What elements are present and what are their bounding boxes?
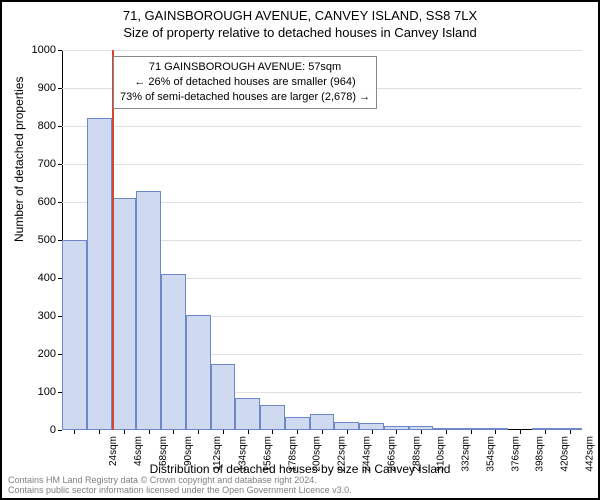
title-sub: Size of property relative to detached ho… bbox=[2, 25, 598, 40]
xtick-mark bbox=[570, 430, 571, 434]
xtick-mark bbox=[446, 430, 447, 434]
xtick-mark bbox=[495, 430, 496, 434]
ytick-label: 800 bbox=[16, 120, 56, 132]
ytick-label: 900 bbox=[16, 82, 56, 94]
xtick-mark bbox=[198, 430, 199, 434]
xtick-mark bbox=[421, 430, 422, 434]
xtick-mark bbox=[74, 430, 75, 434]
xtick-mark bbox=[322, 430, 323, 434]
ytick-label: 0 bbox=[16, 424, 56, 436]
xtick-mark bbox=[471, 430, 472, 434]
xtick-mark bbox=[99, 430, 100, 434]
xtick-mark bbox=[248, 430, 249, 434]
xtick-mark bbox=[173, 430, 174, 434]
ytick-label: 300 bbox=[16, 310, 56, 322]
ytick-label: 600 bbox=[16, 196, 56, 208]
ytick-label: 500 bbox=[16, 234, 56, 246]
x-axis-label: Distribution of detached houses by size … bbox=[2, 462, 598, 476]
xtick-mark bbox=[396, 430, 397, 434]
xtick-mark bbox=[223, 430, 224, 434]
ytick-label: 200 bbox=[16, 348, 56, 360]
xtick-mark bbox=[124, 430, 125, 434]
ytick-label: 400 bbox=[16, 272, 56, 284]
xtick-mark bbox=[545, 430, 546, 434]
chart-container: 71, GAINSBOROUGH AVENUE, CANVEY ISLAND, … bbox=[0, 0, 600, 500]
xtick-mark bbox=[149, 430, 150, 434]
xtick-mark bbox=[372, 430, 373, 434]
ytick-label: 100 bbox=[16, 386, 56, 398]
xtick-mark bbox=[297, 430, 298, 434]
footer-attribution: Contains HM Land Registry data © Crown c… bbox=[8, 476, 352, 496]
xtick-mark bbox=[347, 430, 348, 434]
ytick-mark bbox=[58, 430, 62, 431]
title-main: 71, GAINSBOROUGH AVENUE, CANVEY ISLAND, … bbox=[2, 8, 598, 23]
xtick-mark bbox=[272, 430, 273, 434]
xtick-mark bbox=[520, 430, 521, 434]
ytick-label: 700 bbox=[16, 158, 56, 170]
footer-line2: Contains public sector information licen… bbox=[8, 486, 352, 496]
x-ticks: 24sqm46sqm68sqm90sqm112sqm134sqm156sqm17… bbox=[62, 50, 582, 430]
ytick-label: 1000 bbox=[16, 44, 56, 56]
